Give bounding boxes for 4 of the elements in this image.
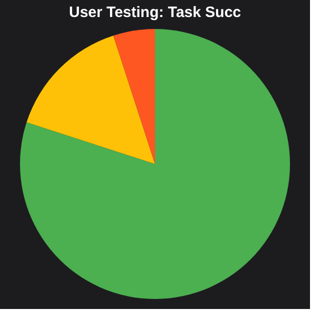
chart-title: User Testing: Task Succ — [68, 4, 242, 21]
pie-slice — [113, 29, 155, 164]
pie-slice — [20, 29, 290, 299]
pie-slice — [26, 36, 155, 164]
